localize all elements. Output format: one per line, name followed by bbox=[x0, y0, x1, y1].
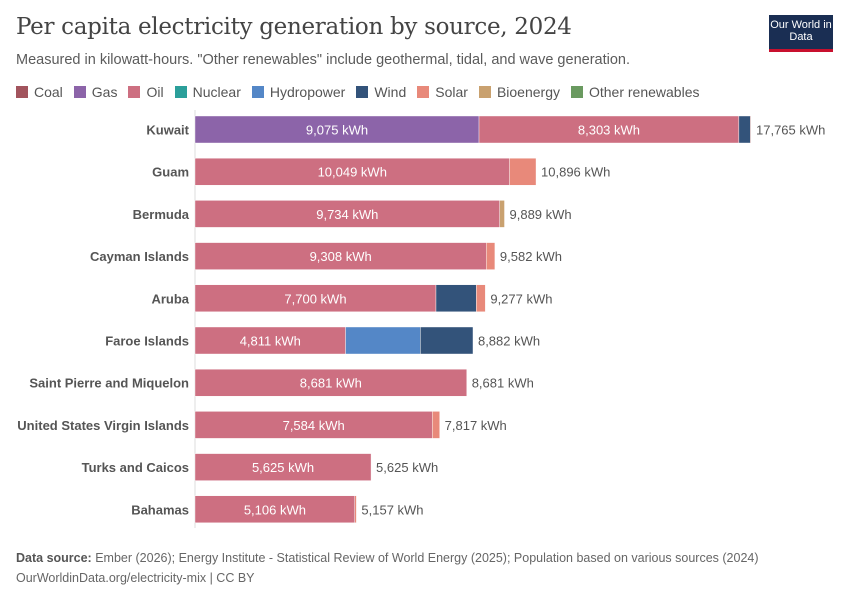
legend-item-wind[interactable]: Wind bbox=[356, 84, 406, 100]
legend-item-oil[interactable]: Oil bbox=[128, 84, 164, 100]
category-label: Saint Pierre and Miquelon bbox=[29, 376, 189, 391]
total-label: 8,681 kWh bbox=[472, 376, 534, 391]
logo-text: Our World in Data bbox=[770, 19, 832, 43]
segment-label: 10,049 kWh bbox=[318, 165, 387, 180]
segment-label: 8,681 kWh bbox=[300, 376, 362, 391]
bar-segment-wind bbox=[435, 284, 477, 312]
total-label: 5,157 kWh bbox=[361, 502, 423, 517]
legend-swatch bbox=[128, 86, 141, 98]
bar-chart: Kuwait 9,075 kWh 8,303 kWh 17,765 kWh Guam 10… bbox=[17, 110, 825, 528]
legend-label: Wind bbox=[374, 84, 407, 100]
legend-label: Gas bbox=[91, 84, 118, 100]
bar-segment-wind bbox=[738, 115, 751, 144]
bar-segment-oil bbox=[478, 115, 740, 144]
legend-item-coal[interactable]: Coal bbox=[16, 84, 63, 100]
segment-label: 8,303 kWh bbox=[578, 123, 640, 138]
segment-label: 7,700 kWh bbox=[284, 291, 346, 306]
legend-swatch bbox=[16, 86, 28, 98]
category-label: Faroe Islands bbox=[105, 334, 189, 349]
bar-segment-solar bbox=[509, 157, 537, 186]
legend-label: Other renewables bbox=[588, 84, 700, 100]
segment-label: 7,584 kWh bbox=[283, 418, 345, 433]
legend-item-solar[interactable]: Solar bbox=[417, 84, 468, 100]
segment-label: 5,625 kWh bbox=[252, 460, 314, 475]
legend-swatch bbox=[251, 86, 264, 98]
segment-label: 9,734 kWh bbox=[316, 207, 378, 222]
bar-segment-solar bbox=[486, 242, 496, 270]
total-label: 17,765 kWh bbox=[756, 123, 825, 138]
category-label: Turks and Caicos bbox=[82, 460, 189, 475]
bar-segment-wind bbox=[420, 326, 474, 355]
bar-segment-oil bbox=[194, 453, 372, 481]
category-label: Aruba bbox=[151, 291, 189, 306]
bar-segment-oil bbox=[194, 411, 433, 439]
total-label: 9,582 kWh bbox=[500, 249, 562, 264]
segment-label: 5,106 kWh bbox=[244, 502, 306, 517]
source-text: Ember (2026); Energy Institute - Statist… bbox=[95, 551, 759, 565]
total-label: 7,817 kWh bbox=[445, 418, 507, 433]
bar-segment-oil bbox=[194, 369, 467, 397]
source-url[interactable]: OurWorldinData.org/electricity-mix | CC … bbox=[16, 571, 255, 585]
bar-segment-oil bbox=[194, 157, 510, 186]
legend-item-bioenergy[interactable]: Bioenergy bbox=[478, 84, 560, 100]
segment-label: 9,308 kWh bbox=[310, 249, 372, 264]
bar-segment-oil bbox=[194, 284, 437, 312]
legend-swatch bbox=[570, 86, 583, 98]
category-label: Bahamas bbox=[131, 502, 189, 517]
category-label: Kuwait bbox=[146, 123, 189, 138]
legend-label: Hydropower bbox=[269, 84, 346, 100]
total-label: 9,277 kWh bbox=[490, 291, 552, 306]
legend-item-nuclear[interactable]: Nuclear bbox=[174, 84, 241, 100]
source-label: Data source: bbox=[16, 551, 92, 565]
total-label: 9,889 kWh bbox=[510, 207, 572, 222]
segment-label: 9,075 kWh bbox=[306, 123, 368, 138]
legend-label: Coal bbox=[34, 84, 63, 100]
legend: Coal Gas Oil Nuclear Hydropower Wind Solar Bioe… bbox=[16, 84, 711, 100]
legend-label: Solar bbox=[435, 84, 468, 100]
legend-label: Nuclear bbox=[192, 84, 241, 100]
legend-item-gas[interactable]: Gas bbox=[73, 84, 118, 100]
legend-swatch bbox=[73, 86, 86, 98]
bar-segment-gas bbox=[194, 115, 480, 144]
chart-title: Per capita electricity generation by sou… bbox=[16, 14, 572, 40]
legend-swatch bbox=[478, 86, 491, 98]
chart-subtitle: Measured in kilowatt-hours. "Other renew… bbox=[16, 52, 630, 68]
legend-swatch bbox=[356, 86, 369, 98]
bar-segment-hydropower bbox=[345, 326, 421, 355]
legend-swatch bbox=[417, 86, 430, 98]
category-label: Guam bbox=[152, 165, 189, 180]
category-label: United States Virgin Islands bbox=[17, 418, 189, 433]
bar-segment-solar bbox=[750, 115, 752, 144]
total-label: 5,625 kWh bbox=[376, 460, 438, 475]
legend-item-hydropower[interactable]: Hydropower bbox=[251, 84, 346, 100]
bar-segment-bioenergy bbox=[499, 200, 505, 228]
footer: Data source: Ember (2026); Energy Instit… bbox=[16, 548, 759, 588]
legend-label: Oil bbox=[146, 84, 164, 100]
total-label: 8,882 kWh bbox=[478, 334, 540, 349]
owid-logo[interactable]: Our World in Data bbox=[769, 15, 833, 52]
total-label: 10,896 kWh bbox=[541, 165, 610, 180]
bar-segment-solar bbox=[432, 411, 440, 439]
legend-swatch bbox=[174, 86, 187, 98]
segment-label: 4,811 kWh bbox=[240, 334, 301, 349]
category-label: Cayman Islands bbox=[90, 249, 189, 264]
category-label: Bermuda bbox=[133, 207, 190, 222]
legend-label: Bioenergy bbox=[496, 84, 560, 100]
bar-segment-solar bbox=[476, 284, 486, 312]
bar-segment-solar bbox=[354, 495, 357, 523]
legend-item-other-renewables[interactable]: Other renewables bbox=[570, 84, 700, 100]
bar-segment-oil bbox=[194, 495, 356, 523]
